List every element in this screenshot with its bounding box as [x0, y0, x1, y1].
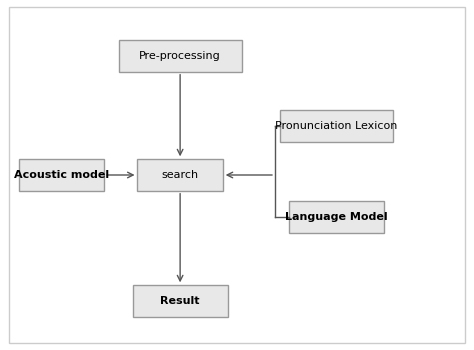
Text: search: search: [162, 170, 199, 180]
Text: Acoustic model: Acoustic model: [14, 170, 109, 180]
Text: Pronunciation Lexicon: Pronunciation Lexicon: [275, 121, 398, 131]
FancyBboxPatch shape: [280, 110, 393, 142]
FancyBboxPatch shape: [137, 159, 223, 191]
FancyBboxPatch shape: [118, 40, 242, 72]
FancyBboxPatch shape: [133, 285, 228, 317]
Text: Language Model: Language Model: [285, 212, 388, 222]
FancyBboxPatch shape: [289, 201, 384, 233]
Text: Pre-processing: Pre-processing: [139, 51, 221, 61]
FancyBboxPatch shape: [19, 159, 104, 191]
Text: Result: Result: [160, 296, 200, 306]
